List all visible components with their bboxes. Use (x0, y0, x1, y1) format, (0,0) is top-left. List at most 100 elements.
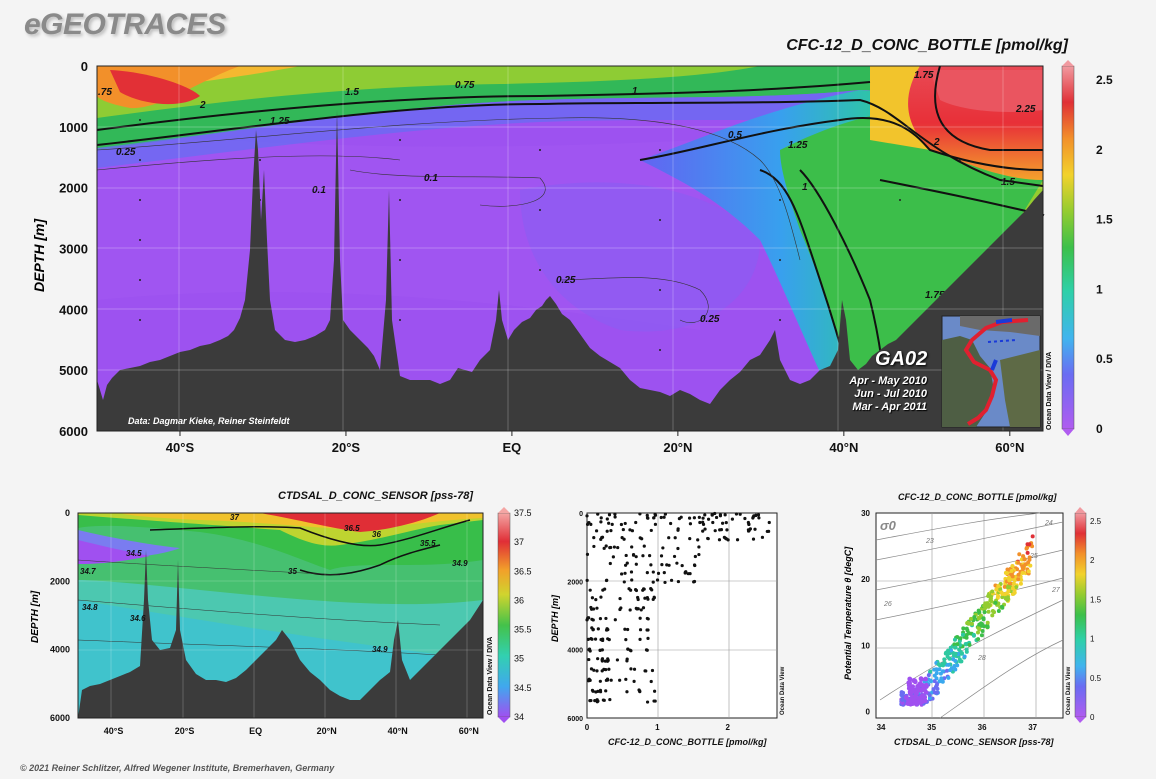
ts-point (910, 688, 915, 694)
scatter1-point (655, 578, 660, 582)
scatter1-point (609, 678, 613, 682)
contour-label-175-top: 1.75 (914, 70, 934, 81)
scatter1-point (613, 512, 617, 516)
ts-odv-tag: Ocean Data View (1066, 666, 1072, 715)
scatter1-point (599, 520, 603, 524)
ts-point (1030, 534, 1035, 539)
sal-contour-label-349-deep: 34.9 (372, 645, 388, 654)
scatter1-point (619, 522, 624, 527)
scatter1-point (676, 546, 680, 551)
ts-point (964, 649, 969, 654)
ts-point (976, 616, 981, 621)
scatter1-point (688, 537, 692, 541)
ts-point (934, 683, 939, 688)
ts-point (923, 676, 929, 682)
scatter1-point (687, 516, 692, 520)
contour-label-2-n: 2 (933, 137, 940, 148)
contour-label-225: 2.25 (1015, 104, 1036, 115)
isopycnal-label-23: 23 (925, 538, 934, 545)
scatter1-point (697, 515, 701, 519)
scatter1-point (599, 595, 603, 599)
sal-contour-label-36: 36 (372, 530, 381, 539)
ts-point (927, 693, 932, 698)
ts-point (967, 642, 972, 647)
scatter1-point (725, 528, 729, 532)
ts-point (957, 647, 962, 652)
scatter1-point (718, 514, 723, 518)
scatter1-point (618, 596, 622, 601)
scatter1-point (624, 553, 628, 558)
scatter1-point (645, 571, 649, 575)
sal-contour-label-347: 34.7 (80, 567, 96, 576)
scatter1-point (652, 516, 656, 520)
scatter1-point (636, 595, 640, 600)
sal-contour-label-37: 37 (230, 513, 239, 522)
scatter1-point (669, 521, 673, 526)
seafloor-topography (97, 110, 1043, 431)
ts-point (926, 673, 931, 678)
scatter1-point (693, 554, 697, 559)
scatter1-point (588, 699, 592, 703)
scatter1-point (630, 578, 634, 582)
ts-point (1017, 552, 1022, 557)
ts-point (980, 628, 985, 633)
scatter1-point (593, 637, 598, 641)
scatter1-point (676, 579, 681, 584)
scatter1-point (756, 513, 761, 517)
scatter1-point (723, 513, 727, 517)
ts-point (996, 608, 1001, 613)
ts-point (940, 679, 945, 684)
ts-point (935, 667, 940, 672)
scatter1-point (673, 536, 677, 540)
scatter1-point (765, 529, 769, 534)
scatter1-point (596, 689, 600, 694)
ts-point (924, 684, 929, 689)
ts-point (928, 678, 933, 683)
ts-point (1004, 591, 1009, 596)
ts-point (988, 596, 993, 601)
ts-point (1007, 581, 1012, 586)
ts-point (953, 658, 958, 663)
scatter1-point (724, 521, 728, 525)
ts-point (955, 634, 960, 639)
ts-title: CFC-12_D_CONC_BOTTLE [pmol/kg] (898, 492, 1057, 502)
contour-label-15: 1.5 (345, 87, 359, 98)
ts-point (981, 616, 986, 621)
scatter1-point (607, 667, 611, 671)
scatter1-point (649, 563, 653, 567)
sal-contour-label-349: 34.9 (452, 559, 468, 568)
scatter1-point (746, 520, 750, 525)
scatter1-point (591, 689, 595, 693)
ts-point (947, 656, 952, 661)
contour-label-075-w: .75 (98, 87, 112, 98)
scatter1-point (594, 529, 599, 533)
scatter1-point (592, 544, 596, 549)
scatter1-point (686, 572, 690, 576)
scatter1-point (598, 617, 603, 621)
scatter1-point (635, 607, 639, 611)
contour-label-2-sw: 2 (199, 100, 206, 111)
scatter1-point (613, 515, 617, 519)
ts-point (1000, 604, 1005, 609)
scatter1-point (634, 520, 638, 525)
ts-point (964, 626, 969, 631)
scatter1-point (760, 535, 765, 539)
scatter1-point (609, 528, 613, 533)
scatter1-point (587, 657, 591, 662)
ts-point (1021, 566, 1026, 571)
contour-label-01: 0.1 (424, 173, 438, 184)
scatter1-point (651, 580, 655, 584)
scatter1-point (600, 535, 605, 539)
scatter1-point (697, 545, 701, 549)
main-section-title: CFC-12_D_CONC_BOTTLE [pmol/kg] (786, 37, 1068, 54)
ts-point (985, 601, 990, 606)
ts-point (918, 700, 924, 706)
ts-point (1018, 581, 1023, 586)
scatter1-point (638, 628, 643, 632)
scatter1-point (585, 522, 590, 526)
ts-point (1010, 586, 1015, 591)
scatter1-point (677, 517, 681, 521)
ts-point (952, 637, 957, 642)
